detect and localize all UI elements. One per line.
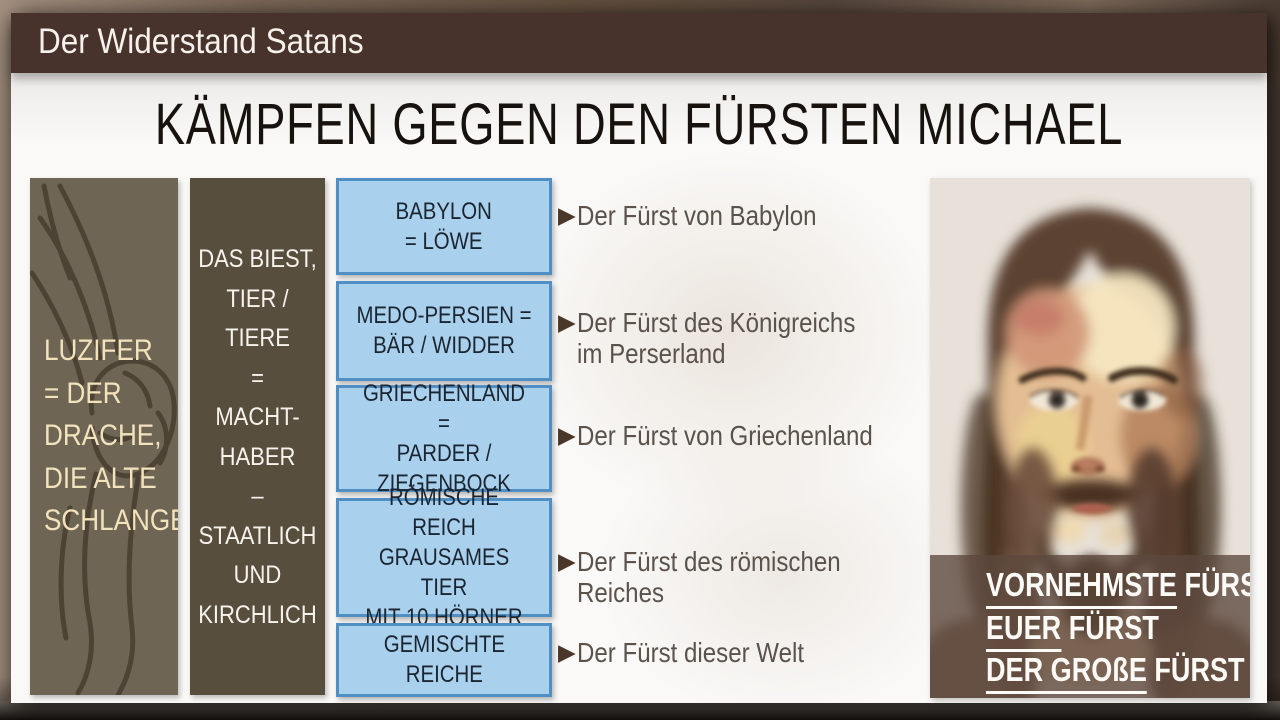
- kingdom-box-griechenland: GRIECHENLAND = PARDER / ZIEGENBOCK: [336, 380, 552, 497]
- caption-rest: FÜRST: [1184, 566, 1250, 603]
- caption-line: VORNEHMSTE FÜRST: [986, 566, 1250, 609]
- prince-text: Der Fürst von Babylon: [576, 200, 817, 231]
- slide-header-bar: Der Widerstand Satans: [11, 13, 1267, 73]
- list-item: ▶ Der Fürst des römischen Reiches: [558, 546, 883, 609]
- triangle-bullet-icon: ▶: [558, 309, 576, 335]
- portrait-panel: VORNEHMSTE FÜRST EUER FÜRST DER GROßE FÜ…: [930, 178, 1250, 698]
- backdrop-bottom-shadow: [0, 701, 1280, 720]
- caption-rest: FÜRST: [1146, 651, 1245, 689]
- lucifer-label: LUZIFER = DER DRACHE, DIE ALTE SCHLANGE: [44, 334, 178, 538]
- prince-text: Der Fürst des römischen Reiches: [576, 546, 841, 608]
- kingdom-box-label: RÖMISCHE REICH GRAUSAMES TIER MIT 10 HÖR…: [365, 483, 523, 631]
- kingdom-box-gemischte-reiche: GEMISCHTE REICHE: [336, 623, 552, 697]
- prince-text: Der Fürst des Königreichs im Perserland: [576, 307, 856, 369]
- list-item: ▶ Der Fürst dieser Welt: [558, 637, 841, 669]
- triangle-bullet-icon: ▶: [558, 422, 576, 448]
- kingdom-box-label: BABYLON = LÖWE: [395, 197, 493, 255]
- lucifer-column: LUZIFER = DER DRACHE, DIE ALTE SCHLANGE: [30, 178, 178, 695]
- caption-underlined: VORNEHMSTE: [986, 566, 1177, 609]
- kingdom-box-label: GEMISCHTE REICHE: [383, 631, 505, 688]
- kingdom-box-roemische-reich: RÖMISCHE REICH GRAUSAMES TIER MIT 10 HÖR…: [336, 484, 552, 631]
- list-item: ▶ Der Fürst von Babylon: [558, 200, 855, 232]
- kingdom-box-label: MEDO-PERSIEN = BÄR / WIDDER: [356, 302, 532, 359]
- caption-rest: FÜRST: [1061, 608, 1159, 646]
- presentation-slide: Der Widerstand Satans KÄMPFEN GEGEN DEN …: [11, 13, 1267, 703]
- triangle-bullet-icon: ▶: [558, 639, 576, 665]
- caption-line: EUER FÜRST: [986, 608, 1202, 652]
- dragon-icon: [30, 183, 177, 695]
- kingdom-box-label: GRIECHENLAND = PARDER / ZIEGENBOCK: [362, 379, 526, 497]
- caption-underlined: DER GROßE: [986, 651, 1147, 695]
- header-title: Der Widerstand Satans: [38, 22, 364, 61]
- list-item: ▶ Der Fürst von Griechenland: [558, 420, 921, 452]
- caption-line: DER GROßE FÜRST: [986, 651, 1245, 695]
- beast-label: DAS BIEST, TIER / TIERE = MACHT- HABER –…: [198, 245, 317, 629]
- caption-underlined: EUER: [986, 608, 1062, 652]
- beast-column: DAS BIEST, TIER / TIERE = MACHT- HABER –…: [190, 178, 325, 695]
- prince-text: Der Fürst dieser Welt: [576, 637, 804, 668]
- main-title: KÄMPFEN GEGEN DEN FÜRSTEN MICHAEL: [154, 92, 1124, 157]
- kingdom-box-medo-persien: MEDO-PERSIEN = BÄR / WIDDER: [336, 281, 552, 381]
- list-item: ▶ Der Fürst des Königreichs im Perserlan…: [558, 307, 900, 370]
- kingdom-box-babylon: BABYLON = LÖWE: [336, 178, 552, 275]
- triangle-bullet-icon: ▶: [558, 202, 576, 228]
- prince-text: Der Fürst von Griechenland: [576, 420, 873, 451]
- triangle-bullet-icon: ▶: [558, 548, 576, 574]
- portrait-caption-overlay: VORNEHMSTE FÜRST EUER FÜRST DER GROßE FÜ…: [930, 555, 1250, 698]
